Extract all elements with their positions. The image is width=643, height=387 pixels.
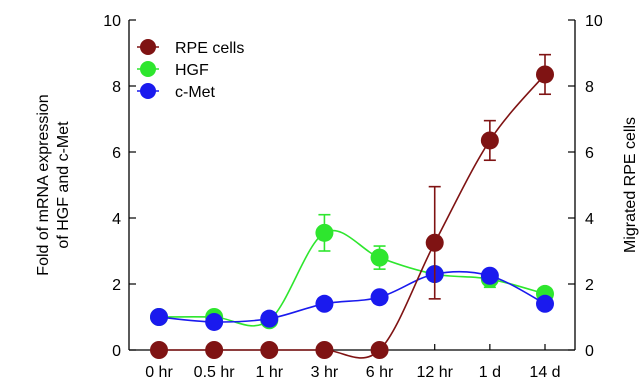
axes: 0 2 4 6 8 10 0 2 4 6 8 10 0 hr 0.5 hr 1 hr 3 hr 6 hr 12 h…: [103, 13, 603, 381]
data-point-rpe-cells: [425, 233, 444, 252]
series-layer: [150, 53, 554, 359]
y-left-tick-label: 8: [112, 79, 121, 96]
data-point-hgf: [370, 248, 389, 267]
data-point-hgf: [315, 223, 334, 242]
y-right-tick-label: 2: [585, 277, 594, 294]
data-point-rpe-cells: [536, 65, 554, 84]
y-right-tick-label: 8: [585, 79, 594, 96]
x-tick-label: 6 hr: [366, 364, 394, 381]
x-tick-label: 14 d: [529, 364, 560, 381]
data-point-rpe-cells: [260, 341, 279, 359]
data-point-c-met: [150, 308, 168, 326]
x-tick-label: 12 hr: [416, 364, 453, 381]
legend-marker-rpe-cells: [140, 39, 156, 55]
data-point-c-met: [315, 294, 334, 313]
y-left-tick-label: 6: [112, 145, 121, 162]
data-point-c-met: [205, 312, 224, 331]
legend-marker-hgf: [140, 61, 156, 77]
x-tick-label: 1 hr: [255, 364, 283, 381]
legend-label-rpe-cells: RPE cells: [175, 40, 244, 57]
data-point-c-met: [536, 294, 554, 313]
data-point-rpe-cells: [480, 131, 499, 150]
y-axis-left-title: Fold of mRNA expression of HGF and c-Met: [35, 94, 72, 275]
data-point-rpe-cells: [315, 341, 334, 359]
y-axis-right-title: Migrated RPE cells: [622, 117, 639, 253]
y-axis-left-title-line: of HGF and c-Met: [55, 121, 72, 249]
data-point-c-met: [370, 288, 389, 307]
data-point-rpe-cells: [150, 341, 168, 359]
series-rpe-cells: [150, 53, 554, 359]
y-left-tick-label: 0: [112, 343, 121, 360]
y-right-tick-label: 4: [585, 211, 594, 228]
y-axis-left-title-line: Fold of mRNA expression: [35, 94, 52, 275]
y-left-tick-label: 4: [112, 211, 121, 228]
data-point-rpe-cells: [205, 341, 224, 359]
x-tick-label: 0.5 hr: [194, 364, 236, 381]
data-point-c-met: [480, 266, 499, 285]
series-c-met: [150, 265, 554, 331]
series-line-hgf: [158, 229, 546, 327]
legend-marker-c-met: [140, 83, 156, 99]
y-left-tick-label: 2: [112, 277, 121, 294]
y-right-tick-label: 0: [585, 343, 594, 360]
y-left-tick-label: 10: [103, 13, 121, 30]
x-tick-label: 0 hr: [145, 364, 173, 381]
x-tick-label: 1 d: [479, 364, 501, 381]
y-right-tick-label: 6: [585, 145, 594, 162]
legend: RPE cells HGF c-Met: [137, 39, 244, 101]
legend-label-c-met: c-Met: [175, 84, 216, 101]
x-tick-label: 3 hr: [311, 364, 339, 381]
data-point-c-met: [260, 309, 279, 328]
data-point-rpe-cells: [370, 341, 389, 359]
y-right-tick-label: 10: [585, 13, 603, 30]
legend-label-hgf: HGF: [175, 62, 209, 79]
